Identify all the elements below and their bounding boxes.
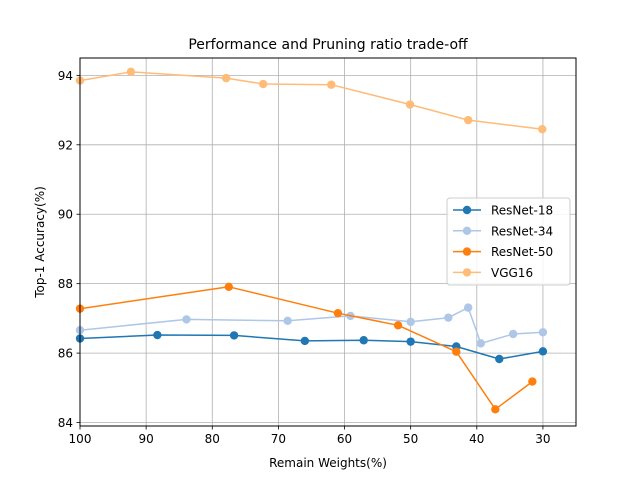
data-point-resnet-18 xyxy=(538,347,548,356)
data-point-resnet-18 xyxy=(300,336,310,346)
data-point-vgg16 xyxy=(405,100,415,109)
legend-item-resnet-18: ResNet-18 xyxy=(453,204,553,218)
legend-swatch-marker xyxy=(462,268,472,277)
data-point-resnet-50 xyxy=(333,308,343,318)
x-tick-label: 60 xyxy=(337,432,352,446)
data-point-resnet-18 xyxy=(153,330,162,340)
data-point-resnet-34 xyxy=(538,328,548,337)
legend-label: ResNet-50 xyxy=(491,245,553,259)
data-point-resnet-34 xyxy=(406,317,415,327)
data-point-resnet-50 xyxy=(491,405,500,414)
data-point-resnet-50 xyxy=(393,321,403,330)
legend-box xyxy=(446,197,571,286)
legend-label: VGG16 xyxy=(491,266,533,280)
chart-title: Performance and Pruning ratio trade-off xyxy=(188,37,468,53)
y-axis-label: Top-1 Accuracy(%) xyxy=(33,186,47,299)
series-line-resnet-34 xyxy=(79,306,543,345)
x-tick-label: 40 xyxy=(469,432,484,446)
x-tick-label: 50 xyxy=(403,432,418,446)
data-point-resnet-50 xyxy=(528,377,537,386)
x-axis-label: Remain Weights(%) xyxy=(269,456,387,470)
x-tick-label: 100 xyxy=(69,432,92,446)
data-point-resnet-18 xyxy=(406,337,415,346)
data-point-resnet-18 xyxy=(359,336,368,345)
y-tick-label: 94 xyxy=(58,69,73,83)
legend: ResNet-18 ResNet-34 ResNet-50 VGG16 xyxy=(446,197,571,286)
y-axis: 84 86 88 90 92 94 xyxy=(58,69,80,430)
legend-item-resnet-50: ResNet-50 xyxy=(453,245,553,259)
data-point-vgg16 xyxy=(258,79,268,89)
legend-swatch-marker xyxy=(462,226,472,235)
legend-label: ResNet-18 xyxy=(491,204,553,218)
legend-item-resnet-34: ResNet-34 xyxy=(453,224,553,238)
data-point-resnet-34 xyxy=(283,316,292,326)
series-vgg16 xyxy=(75,67,547,134)
data-point-vgg16 xyxy=(126,67,136,77)
series-resnet-34 xyxy=(75,303,548,348)
data-point-vgg16 xyxy=(464,115,473,125)
data-point-resnet-50 xyxy=(452,347,461,356)
series-line-vgg16 xyxy=(79,71,543,130)
legend-swatch-marker xyxy=(462,205,472,215)
data-point-resnet-34 xyxy=(464,303,473,312)
data-point-resnet-18 xyxy=(495,354,504,364)
x-tick-label: 80 xyxy=(205,432,220,446)
y-tick-label: 88 xyxy=(58,277,73,291)
series-resnet-50 xyxy=(75,282,537,414)
x-tick-label: 90 xyxy=(138,432,153,446)
y-tick-label: 92 xyxy=(58,138,73,152)
data-point-resnet-18 xyxy=(229,331,239,340)
data-point-resnet-34 xyxy=(444,313,453,322)
series-resnet-18 xyxy=(75,330,548,364)
data-point-resnet-34 xyxy=(182,315,191,324)
legend-item-vgg16: VGG16 xyxy=(453,266,533,280)
x-tick-label: 30 xyxy=(535,432,550,446)
x-axis: 100 90 80 70 60 50 40 30 xyxy=(69,426,551,446)
y-tick-label: 86 xyxy=(58,347,73,361)
data-point-resnet-34 xyxy=(508,329,518,339)
plot-frame xyxy=(79,57,577,427)
data-point-vgg16 xyxy=(327,80,336,89)
legend-swatch-marker xyxy=(462,247,472,256)
y-tick-label: 90 xyxy=(58,208,73,222)
data-point-resnet-34 xyxy=(476,339,485,348)
data-point-vgg16 xyxy=(221,73,231,83)
x-tick-label: 70 xyxy=(271,432,286,446)
y-tick-label: 84 xyxy=(58,416,73,430)
data-point-vgg16 xyxy=(538,124,547,134)
legend-label: ResNet-34 xyxy=(491,224,553,238)
data-point-resnet-50 xyxy=(224,282,233,291)
series-layer xyxy=(75,67,548,414)
